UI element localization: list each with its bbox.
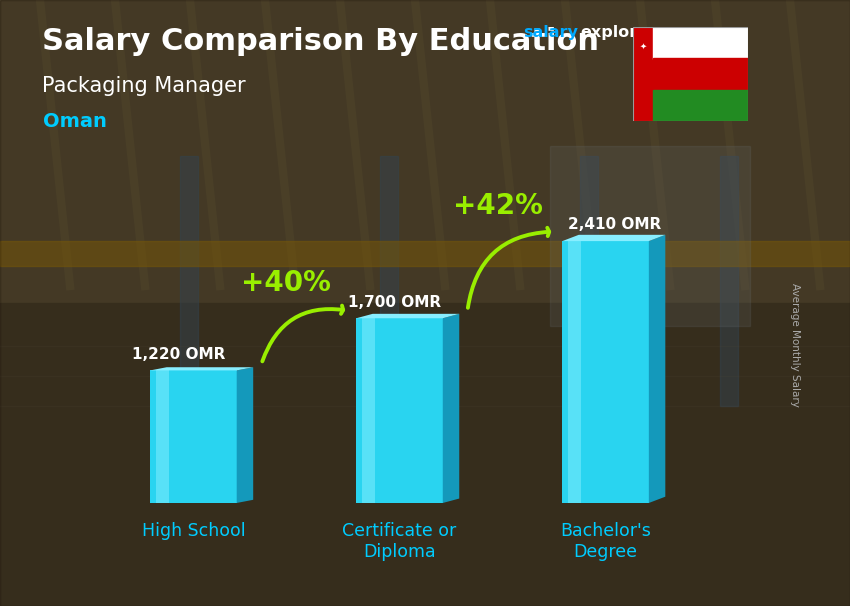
Bar <box>653 27 748 59</box>
Polygon shape <box>236 367 253 503</box>
Bar <box>0 303 850 606</box>
Bar <box>156 370 168 503</box>
Text: Packaging Manager: Packaging Manager <box>42 76 246 96</box>
Text: salary: salary <box>523 25 578 41</box>
Polygon shape <box>443 314 459 503</box>
Bar <box>362 318 375 503</box>
Bar <box>356 318 443 503</box>
Text: 1,700 OMR: 1,700 OMR <box>348 295 441 310</box>
Bar <box>180 156 198 406</box>
Text: +40%: +40% <box>241 270 332 298</box>
Polygon shape <box>150 367 253 370</box>
Polygon shape <box>563 235 666 241</box>
Bar <box>550 146 750 326</box>
Text: Salary Comparison By Education: Salary Comparison By Education <box>42 27 599 56</box>
Bar <box>580 156 598 406</box>
Polygon shape <box>649 235 666 503</box>
Text: 1,220 OMR: 1,220 OMR <box>132 347 225 362</box>
Bar <box>569 241 581 503</box>
Text: ✦: ✦ <box>640 42 647 50</box>
Text: explorer: explorer <box>581 25 657 41</box>
Polygon shape <box>356 314 459 318</box>
Bar <box>653 58 748 90</box>
Bar <box>380 156 398 406</box>
Text: Average Monthly Salary: Average Monthly Salary <box>790 284 800 407</box>
Text: Oman: Oman <box>42 112 106 131</box>
Bar <box>563 241 649 503</box>
Bar <box>0 0 850 303</box>
Text: 2,410 OMR: 2,410 OMR <box>569 218 661 233</box>
Bar <box>720 156 738 406</box>
Bar <box>150 370 236 503</box>
Bar <box>633 27 653 121</box>
Bar <box>0 241 850 266</box>
Bar <box>653 90 748 121</box>
Text: +42%: +42% <box>453 191 543 220</box>
Text: .com: .com <box>646 25 689 41</box>
